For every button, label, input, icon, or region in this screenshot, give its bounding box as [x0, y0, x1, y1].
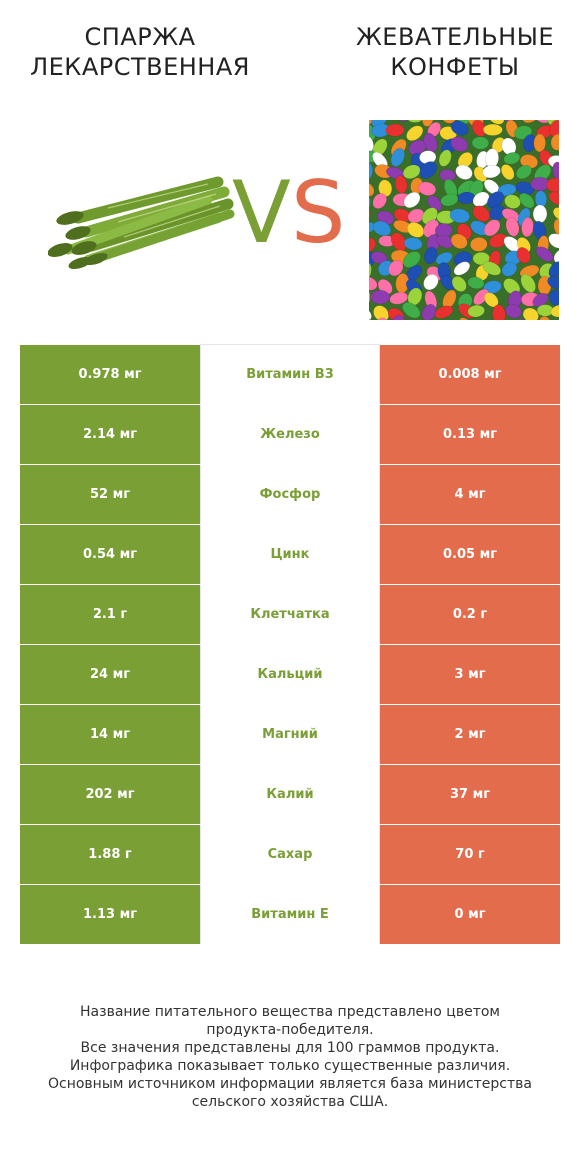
- footer-notes: Название питательного вещества представл…: [20, 1003, 560, 1111]
- right-value-cell: 4 мг: [379, 464, 560, 525]
- nutrient-name-cell: Кальций: [200, 644, 380, 705]
- comparison-row: 202 мг Калий 37 мг: [20, 764, 560, 825]
- left-title-line2: лекарственная: [30, 53, 250, 81]
- asparagus-image: [47, 160, 238, 280]
- nutrient-name-cell: Магний: [200, 704, 380, 765]
- comparison-row: 0.54 мг Цинк 0.05 мг: [20, 524, 560, 585]
- nutrient-name-cell: Калий: [200, 764, 380, 825]
- nutrient-name-cell: Клетчатка: [200, 584, 380, 645]
- left-value-cell: 1.88 г: [20, 824, 201, 885]
- right-value-cell: 37 мг: [379, 764, 560, 825]
- comparison-table: 0.978 мг Витамин B3 0.008 мг 2.14 мг Железо 0…: [20, 344, 560, 945]
- comparison-row: 0.978 мг Витамин B3 0.008 мг: [20, 344, 560, 405]
- nutrient-name-cell: Сахар: [200, 824, 380, 885]
- right-title-line1: Жевательные: [355, 23, 555, 51]
- nutrient-name-cell: Витамин B3: [200, 344, 380, 405]
- left-value-cell: 14 мг: [20, 704, 201, 765]
- footer-line: Все значения представлены для 100 граммо…: [80, 1040, 500, 1056]
- left-value-cell: 0.54 мг: [20, 524, 201, 585]
- comparison-row: 52 мг Фосфор 4 мг: [20, 464, 560, 525]
- vs-v-letter: V: [232, 163, 291, 263]
- comparison-row: 1.88 г Сахар 70 г: [20, 824, 560, 885]
- nutrient-name-cell: Железо: [200, 404, 380, 465]
- right-value-cell: 70 г: [379, 824, 560, 885]
- left-value-cell: 2.1 г: [20, 584, 201, 645]
- right-value-cell: 0.008 мг: [379, 344, 560, 405]
- left-product-title: Спаржа лекарственная: [10, 22, 270, 82]
- right-value-cell: 0 мг: [379, 884, 560, 945]
- left-value-cell: 52 мг: [20, 464, 201, 525]
- nutrient-name-cell: Фосфор: [200, 464, 380, 525]
- vs-label: VS: [232, 168, 352, 258]
- right-value-cell: 0.2 г: [379, 584, 560, 645]
- left-value-cell: 2.14 мг: [20, 404, 201, 465]
- footer-line: продукта-победителя.: [206, 1022, 374, 1038]
- footer-line: Название питательного вещества представл…: [80, 1004, 500, 1020]
- jelly-beans-image: [369, 120, 559, 320]
- comparison-row: 2.1 г Клетчатка 0.2 г: [20, 584, 560, 645]
- vs-s-letter: S: [290, 163, 346, 263]
- left-value-cell: 1.13 мг: [20, 884, 201, 945]
- nutrient-name-cell: Витамин E: [200, 884, 380, 945]
- nutrient-name-cell: Цинк: [200, 524, 380, 585]
- right-value-cell: 0.13 мг: [379, 404, 560, 465]
- left-value-cell: 202 мг: [20, 764, 201, 825]
- right-value-cell: 3 мг: [379, 644, 560, 705]
- comparison-row: 24 мг Кальций 3 мг: [20, 644, 560, 705]
- comparison-row: 14 мг Магний 2 мг: [20, 704, 560, 765]
- footer-line: сельского хозяйства США.: [191, 1094, 389, 1110]
- left-title-line1: Спаржа: [84, 23, 196, 51]
- right-product-title: Жевательные конфеты: [330, 22, 580, 82]
- footer-line: Инфографика показывает только существенн…: [69, 1058, 511, 1074]
- right-value-cell: 0.05 мг: [379, 524, 560, 585]
- right-title-line2: конфеты: [390, 53, 520, 81]
- footer-line: Основным источником информации является …: [48, 1076, 532, 1092]
- left-value-cell: 0.978 мг: [20, 344, 201, 405]
- comparison-row: 2.14 мг Железо 0.13 мг: [20, 404, 560, 465]
- right-value-cell: 2 мг: [379, 704, 560, 765]
- left-value-cell: 24 мг: [20, 644, 201, 705]
